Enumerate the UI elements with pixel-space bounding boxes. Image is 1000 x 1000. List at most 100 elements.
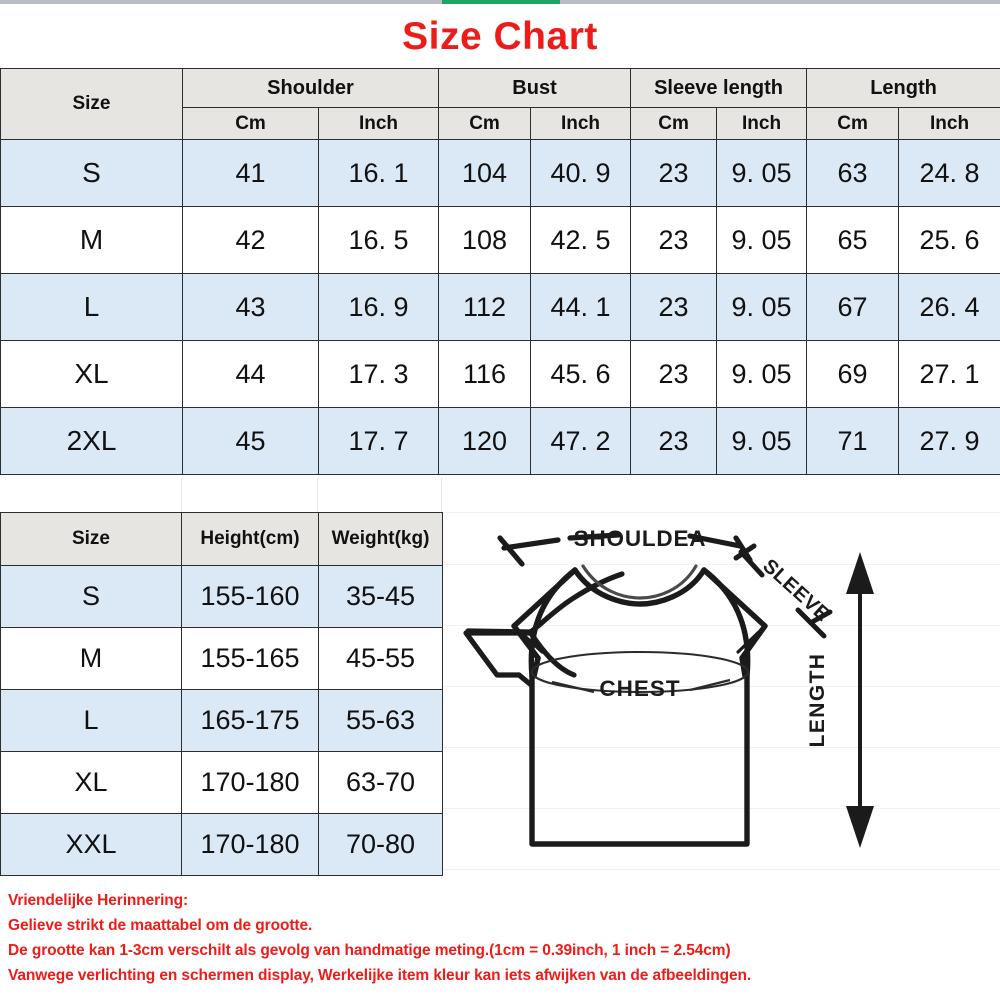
table-row: 2XL 45 17. 7 120 47. 2 23 9. 05 71 27. 9 [0,407,1000,475]
cell-size: 2XL [0,407,183,475]
table-row: S 155-160 35-45 [0,565,443,628]
bg-gridline [442,625,1000,626]
length-measure-arrow [846,552,874,848]
body-size-header-row: Size Height(cm) Weight(kg) [0,512,443,566]
table-row: M 42 16. 5 108 42. 5 23 9. 05 65 25. 6 [0,206,1000,274]
measurement-header-group-row: Size Shoulder Bust Sleeve length Length [0,68,1000,140]
cell-length-cm: 71 [806,407,900,475]
cell-size: L [0,273,183,341]
cell-height: 170-180 [181,751,319,814]
cell-sleeve-in: 9. 05 [716,206,808,274]
label-sleeve: SLEEVE [758,555,834,626]
cell-sleeve-cm: 23 [630,206,718,274]
cell-bust-cm: 120 [438,407,532,475]
sleeve-measure-line [733,543,833,639]
cell-bust-in: 47. 2 [530,407,632,475]
unit-header-bust-cm: Cm [438,107,532,140]
cell-bust-cm: 108 [438,206,532,274]
col-header-size: Size [0,68,183,140]
cell-size: M [0,627,182,690]
bg-gridline [442,564,1000,565]
label-shoulder: SHOULDEA [574,526,707,551]
cell-sleeve-in: 9. 05 [716,273,808,341]
cell-size: S [0,139,183,207]
cell-height: 165-175 [181,689,319,752]
cell-bust-cm: 112 [438,273,532,341]
cell-size: M [0,206,183,274]
chest-leader-lines [551,678,731,694]
cell-sleeve-cm: 23 [630,273,718,341]
cell-shoulder-in: 17. 7 [317,407,440,475]
cell-size: L [0,689,182,752]
col-header-weight: Weight(kg) [318,512,443,566]
bg-gridline [442,869,1000,870]
cell-length-in: 24. 8 [898,139,1000,207]
note-line-2: Gelieve strikt de maattabel om de groott… [8,917,313,934]
shoulder-measure-line [497,532,753,567]
unit-header-shoulder-inch: Inch [317,107,440,140]
bg-gridline [442,512,1000,513]
cell-weight: 63-70 [318,751,443,814]
cell-shoulder-in: 16. 1 [317,139,440,207]
col-header-height: Height(cm) [181,512,319,566]
cell-size: XL [0,340,183,408]
col-header-length: Length [806,68,1000,108]
body-size-table-container: Size Height(cm) Weight(kg) S 155-160 35-45… [0,512,443,876]
cell-length-cm: 69 [806,340,900,408]
cell-length-cm: 65 [806,206,900,274]
table-row: L 165-175 55-63 [0,689,443,752]
green-accent-bar [442,0,560,4]
cell-sleeve-cm: 23 [630,340,718,408]
cell-length-in: 25. 6 [898,206,1000,274]
col-header-size-2: Size [0,512,182,566]
cell-height: 170-180 [181,813,319,876]
note-line-4: Vanwege verlichting en schermen display,… [8,967,752,984]
unit-header-sleeve-inch: Inch [716,107,808,140]
table-row: L 43 16. 9 112 44. 1 23 9. 05 67 26. 4 [0,273,1000,341]
page-title: Size Chart [402,14,598,58]
cell-bust-cm: 116 [438,340,532,408]
cell-bust-cm: 104 [438,139,532,207]
cell-length-cm: 63 [806,139,900,207]
cell-weight: 70-80 [318,813,443,876]
table-gap-strip [0,478,1000,512]
table-row: S 41 16. 1 104 40. 9 23 9. 05 63 24. 8 [0,139,1000,207]
reminder-notes-block: Vriendelijke Herinnering: Gelieve strikt… [0,884,1000,1000]
body-size-table: Size Height(cm) Weight(kg) S 155-160 35-45… [0,512,443,876]
title-band: Size Chart [0,4,1000,68]
table-row: XXL 170-180 70-80 [0,813,443,876]
unit-header-length-cm: Cm [806,107,900,140]
measurement-table-body: S 41 16. 1 104 40. 9 23 9. 05 63 24. 8 M 42 16. 5 10… [0,139,1000,475]
cell-weight: 55-63 [318,689,443,752]
tshirt-measurement-diagram: SHOULDEA SLEEVE CHEST LENGTH [442,500,1000,880]
cell-sleeve-in: 9. 05 [716,407,808,475]
cell-sleeve-cm: 23 [630,139,718,207]
cell-shoulder-cm: 44 [182,340,319,408]
cell-length-in: 27. 9 [898,407,1000,475]
cell-weight: 45-55 [318,627,443,690]
label-chest: CHEST [599,676,680,701]
cell-sleeve-in: 9. 05 [716,340,808,408]
col-header-bust: Bust [438,68,632,108]
body-size-table-body: S 155-160 35-45 M 155-165 45-55 L 165-175 55-63 X… [0,565,443,876]
table-row: M 155-165 45-55 [0,627,443,690]
cell-bust-in: 42. 5 [530,206,632,274]
cell-height: 155-160 [181,565,319,628]
cell-shoulder-in: 16. 9 [317,273,440,341]
cell-height: 155-165 [181,627,319,690]
cell-size: XL [0,751,182,814]
col-header-sleeve-length: Sleeve length [630,68,808,108]
cell-length-in: 26. 4 [898,273,1000,341]
table-row: XL 44 17. 3 116 45. 6 23 9. 05 69 27. 1 [0,340,1000,408]
cell-weight: 35-45 [318,565,443,628]
note-line-3: De grootte kan 1-3cm verschilt als gevol… [8,942,731,959]
bg-gridline [442,808,1000,809]
cell-bust-in: 44. 1 [530,273,632,341]
top-border-strip [0,0,1000,4]
cell-shoulder-cm: 45 [182,407,319,475]
col-header-shoulder: Shoulder [181,68,440,108]
cell-size: XXL [0,813,182,876]
label-length: LENGTH [806,653,829,748]
measurement-header-unit-row: Cm Inch Cm Inch Cm Inch Cm Inch [1,107,1000,140]
